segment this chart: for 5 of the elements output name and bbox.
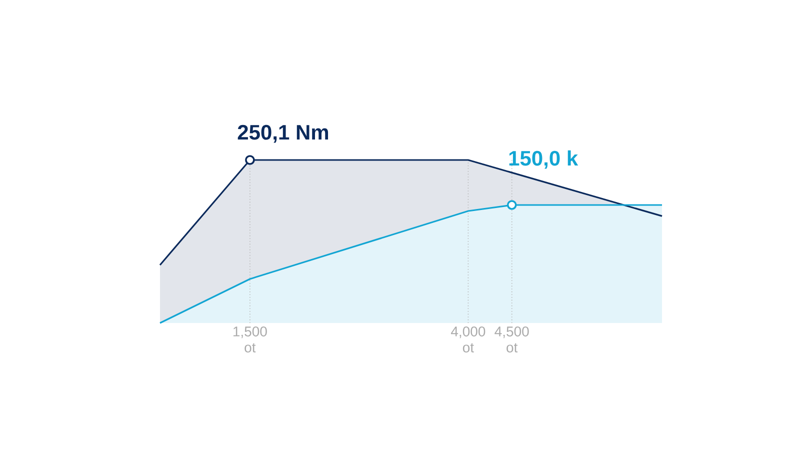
x-tick-label: 4,000 ot [450,326,486,352]
annotation: 150,0 k [509,150,578,169]
annotation: 250,1 Nm [238,124,328,143]
x-tick-label: 1,500 ot [233,326,267,352]
x-tick-label: 4,500 ot [494,326,529,352]
